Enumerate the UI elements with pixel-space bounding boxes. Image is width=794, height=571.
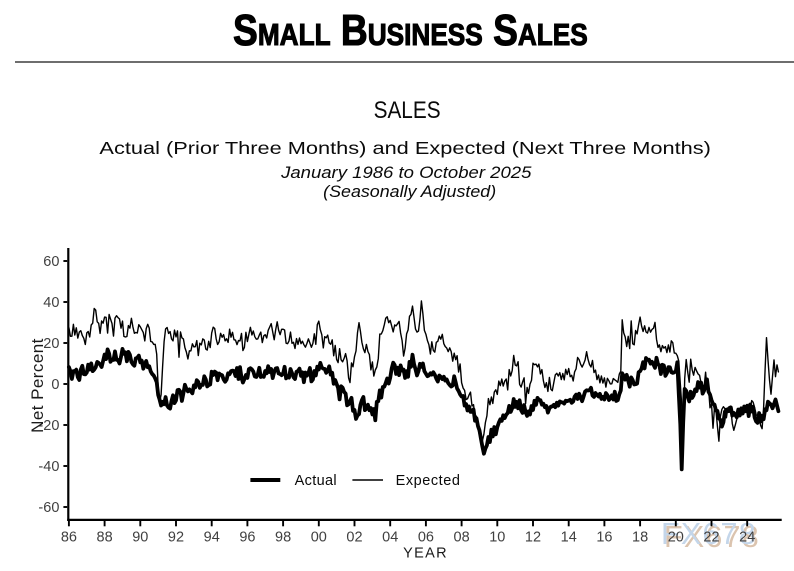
svg-text:00: 00	[311, 530, 327, 546]
svg-text:96: 96	[239, 530, 255, 546]
svg-text:98: 98	[275, 530, 291, 546]
svg-text:22: 22	[703, 530, 719, 546]
svg-text:16: 16	[596, 530, 612, 546]
svg-text:Expected: Expected	[396, 473, 461, 489]
svg-text:YEAR: YEAR	[403, 546, 448, 562]
svg-text:20: 20	[43, 336, 59, 352]
svg-text:-60: -60	[38, 500, 59, 516]
svg-text:Net Percent: Net Percent	[28, 338, 47, 433]
svg-text:20: 20	[668, 530, 684, 546]
svg-text:40: 40	[43, 295, 59, 311]
svg-text:24: 24	[739, 530, 755, 546]
svg-text:-40: -40	[38, 459, 59, 475]
svg-text:60: 60	[43, 254, 59, 270]
svg-text:0: 0	[51, 377, 59, 393]
svg-text:10: 10	[489, 530, 505, 546]
svg-text:92: 92	[168, 530, 184, 546]
svg-text:12: 12	[525, 530, 541, 546]
svg-text:14: 14	[561, 530, 577, 546]
svg-text:18: 18	[632, 530, 648, 546]
svg-text:02: 02	[346, 530, 362, 546]
svg-text:90: 90	[132, 530, 148, 546]
svg-text:Actual: Actual	[295, 473, 337, 489]
svg-text:94: 94	[204, 530, 220, 546]
svg-text:06: 06	[418, 530, 434, 546]
svg-text:08: 08	[454, 530, 470, 546]
svg-text:86: 86	[61, 530, 77, 546]
svg-text:-20: -20	[38, 418, 59, 434]
svg-text:04: 04	[382, 530, 398, 546]
svg-text:88: 88	[97, 530, 113, 546]
